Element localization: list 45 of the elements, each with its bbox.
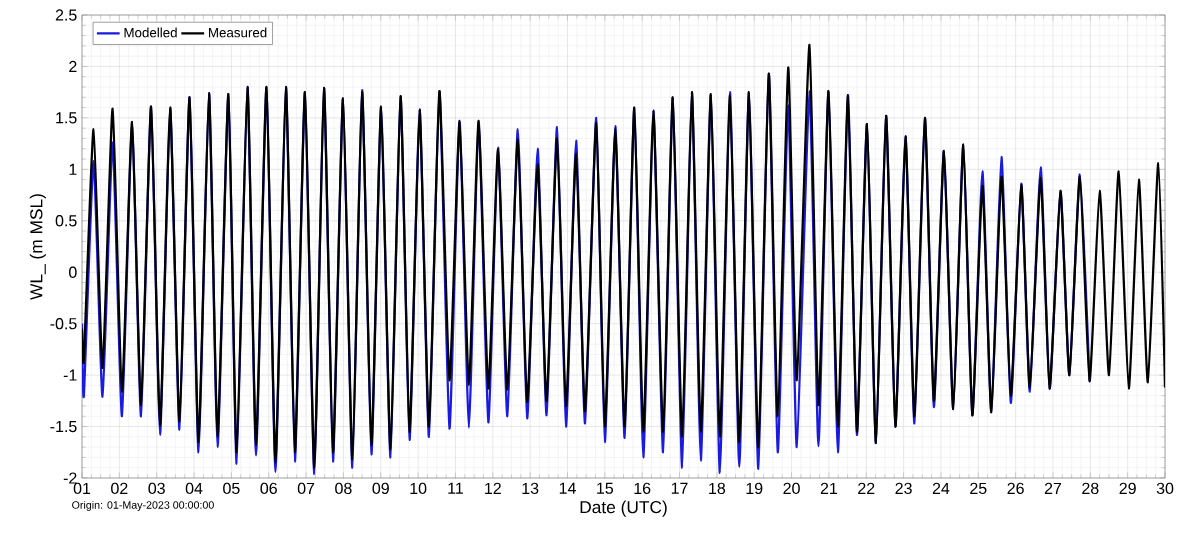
x-tick-label: 27 [1044,482,1062,494]
x-tick-label: 19 [746,482,763,495]
x-tick-label: 15 [597,482,614,494]
x-tick-label: 06 [260,482,277,495]
x-tick-label: 16 [634,482,651,495]
x-tick-label: 29 [1119,482,1136,495]
x-tick-label: 10 [410,482,427,495]
x-tick-label: 13 [522,482,539,495]
x-tick-label: 22 [858,482,875,494]
x-tick-label: 02 [111,482,128,495]
x-tick-label: 04 [185,482,203,495]
y-tick-label: 2.5 [55,9,77,21]
text: Origin: 01-May-2023 00:00:00 [72,500,214,511]
x-axis-title: Date (UTC) [580,500,667,517]
x-tick-label: 09 [372,482,389,495]
x-tick-label: 01 [73,482,91,495]
x-tick-label: 26 [1007,482,1024,495]
x-tick-label: 25 [970,482,987,495]
y-tick-label: 1.5 [56,112,77,124]
y-tick-label: -2 [63,472,77,484]
x-tick-label: 05 [223,482,240,495]
x-tick-label: 21 [820,482,838,494]
x-tick-label: 17 [671,482,688,494]
x-tick-label: 24 [932,482,950,494]
legend-label: Modelled [124,27,177,38]
y-tick-label: -1 [63,369,77,381]
y-tick-label: -0.5 [50,318,77,330]
x-tick-label: 20 [783,482,800,495]
x-tick-label: 23 [895,482,912,495]
x-tick-label: 30 [1156,482,1174,495]
y-tick-label: 0 [69,266,77,278]
y-tick-label: 2 [69,60,77,73]
y-tick-label: 1 [69,163,77,175]
x-tick-label: 28 [1082,482,1099,495]
x-tick-label: 03 [148,482,165,495]
x-tick-label: 07 [297,482,315,495]
y-axis-title: WL_ (m MSL) [29,194,46,300]
y-tick-label: -1.5 [50,420,77,433]
legend-label: Measured [209,27,267,38]
x-tick-label: 08 [335,482,352,495]
x-tick-label: 14 [559,482,576,494]
x-tick-label: 11 [448,482,463,494]
y-tick-label: 0.5 [55,215,77,227]
x-tick-label: 18 [709,482,726,495]
x-tick-label: 12 [485,482,501,494]
